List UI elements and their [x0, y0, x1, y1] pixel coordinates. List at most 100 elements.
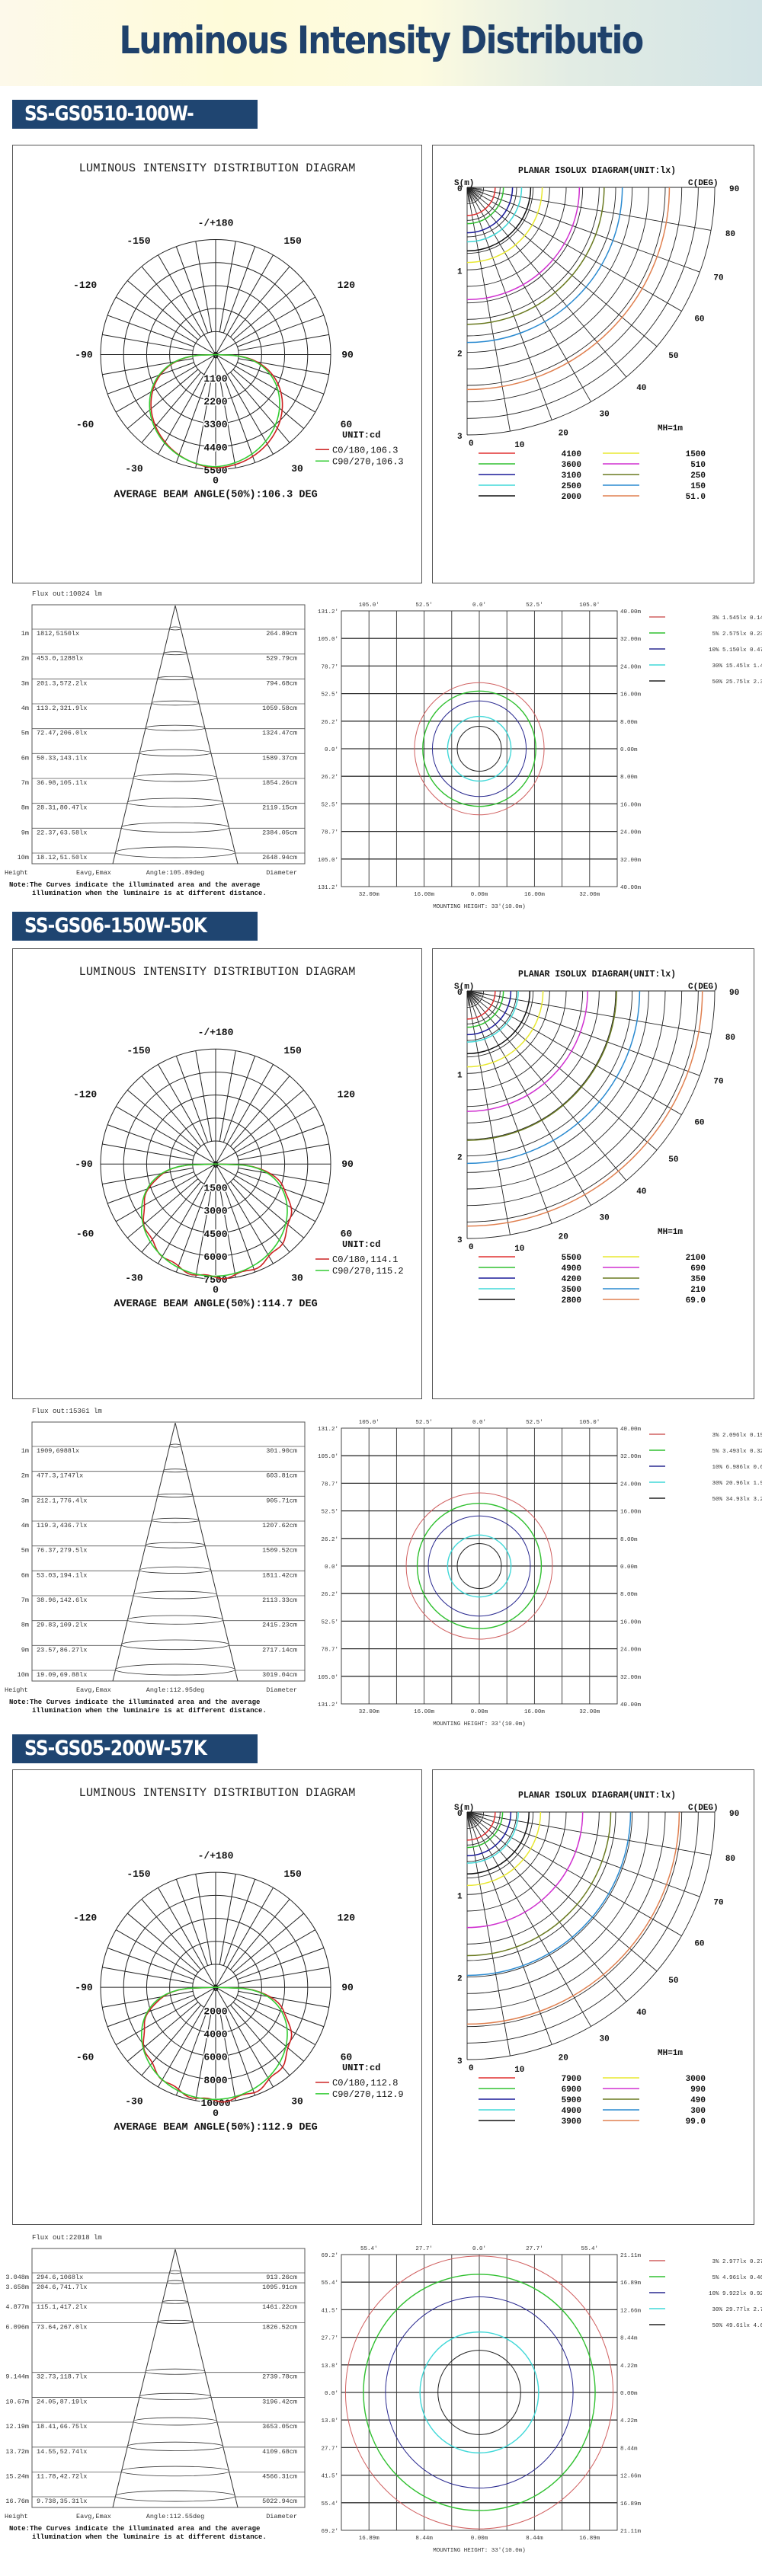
cone-eavg-emax: 294.6,1068lx — [37, 2274, 83, 2281]
cone-height: 2m — [21, 1472, 29, 1480]
beam-angle-label: AVERAGE BEAM ANGLE(50%):114.7 DEG — [114, 1299, 317, 1310]
model-label: SS-GS05-200W-57K — [12, 1734, 258, 1763]
svg-text:55.4': 55.4' — [321, 2501, 338, 2507]
isolux-legend-value: 4100 — [562, 450, 581, 459]
polar-angle-label: 90 — [341, 1982, 354, 1993]
svg-text:0.0': 0.0' — [325, 747, 338, 753]
cone-diameter: 1854.26cm — [262, 779, 297, 787]
svg-text:131.2': 131.2' — [318, 1702, 338, 1708]
cone-panel: Flux out:10024 lm 1m 1812,5150lx 264.89cm 2m… — [0, 588, 312, 916]
svg-text:0.00m: 0.00m — [620, 747, 638, 753]
cone-height: 15.24m — [5, 2472, 29, 2480]
polar-ring-label: 3300 — [203, 419, 227, 430]
note: Note:The Curves indicate the illuminated… — [9, 881, 260, 889]
cone-height: 9m — [21, 1646, 29, 1654]
cone-height: 6.096m — [5, 2323, 29, 2331]
mounting-height: MH=1m — [658, 1228, 683, 1237]
svg-text:16.00m: 16.00m — [620, 802, 642, 808]
grid-panel: 105.0' 52.5' 0.0' 52.5' 105.0' 32.00m 16.00m 0.… — [305, 593, 762, 912]
svg-text:0: 0 — [457, 185, 463, 194]
svg-text:24.00m: 24.00m — [620, 1648, 642, 1654]
grid-mounting-height: MOUNTING HEIGHT: 33'(10.0m) — [433, 904, 526, 910]
isolux-legend-value: 69.0 — [686, 1296, 706, 1306]
polar-angle-label: -150 — [126, 1868, 150, 1880]
mounting-height: MH=1m — [658, 2049, 683, 2058]
cone-eavg-emax: 19.09,69.88lx — [37, 1671, 87, 1679]
mounting-height: MH=1m — [658, 424, 683, 433]
svg-text:24.00m: 24.00m — [620, 830, 642, 836]
cone-eavg-emax: 477.3,1747lx — [37, 1472, 83, 1480]
polar-angle-label: -60 — [76, 1229, 94, 1240]
svg-text:13.8': 13.8' — [321, 2363, 338, 2370]
svg-text:32.00m: 32.00m — [620, 1675, 642, 1681]
polar-chart: LUMINOUS INTENSITY DISTRIBUTION DIAGRAM -… — [73, 1786, 404, 2133]
grid-legend-item: 50% 49.61lx 4.609fc — [712, 2323, 762, 2329]
isolux-legend-value: 2100 — [686, 1254, 706, 1263]
svg-text:8.44m: 8.44m — [526, 2536, 543, 2542]
svg-text:80: 80 — [725, 1034, 735, 1043]
svg-text:16.00m: 16.00m — [620, 1619, 642, 1625]
svg-text:Height: Height — [5, 1686, 28, 1694]
grid-legend-item: 10% 6.986lx 0.649fc — [712, 1465, 762, 1471]
svg-text:8.00m: 8.00m — [620, 775, 638, 781]
polar-angle-label: -60 — [76, 2052, 94, 2063]
polar-angle-label: 0 — [213, 1983, 219, 1994]
cone-eavg-emax: 50.33,143.1lx — [37, 754, 87, 762]
svg-text:32.00m: 32.00m — [620, 637, 642, 643]
polar-chart: LUMINOUS INTENSITY DISTRIBUTION DIAGRAM -… — [73, 965, 404, 1310]
polar-angle-label: 30 — [291, 1273, 303, 1284]
isolux-legend-value: 6900 — [562, 2085, 581, 2095]
cone-height: 7m — [21, 1596, 29, 1604]
svg-text:Eavg,Emax: Eavg,Emax — [76, 2513, 111, 2520]
svg-text:52.5': 52.5' — [526, 602, 543, 609]
svg-text:16.89m: 16.89m — [579, 2536, 600, 2542]
model-name: SS-GS0510-100W-50K — [24, 102, 194, 155]
cone-eavg-emax: 32.73,118.7lx — [37, 2373, 87, 2381]
svg-text:Eavg,Emax: Eavg,Emax — [76, 869, 111, 877]
svg-text:30: 30 — [600, 410, 610, 419]
svg-text:0.0': 0.0' — [472, 1420, 486, 1426]
cone-diameter: 301.90cm — [266, 1447, 297, 1455]
cone-diameter: 2119.15cm — [262, 804, 297, 812]
isolux-legend-value: 3000 — [686, 2075, 706, 2084]
polar-angle-label: 60 — [341, 419, 353, 430]
cone-diameter: 2415.23cm — [262, 1622, 297, 1629]
polar-angle-label: -90 — [75, 1159, 93, 1170]
isolux-panel: PLANAR ISOLUX DIAGRAM(UNIT:lx) S(m) C(DEG)… — [432, 1769, 754, 2225]
svg-text:illumination when the luminair: illumination when the luminaire is at di… — [32, 2533, 267, 2541]
svg-text:105.0': 105.0' — [359, 1420, 379, 1426]
svg-text:27.7': 27.7' — [415, 2246, 433, 2252]
grid-legend-item: 3% 2.977lx 0.2765fc — [712, 2259, 762, 2265]
svg-text:50: 50 — [668, 1155, 678, 1165]
cone-panel: Flux out:22018 lm 3.048m 294.6,1068lx 913.2… — [0, 2232, 312, 2559]
svg-text:50: 50 — [668, 352, 678, 361]
polar-ring-label: 8000 — [203, 2075, 227, 2086]
svg-text:0.00m: 0.00m — [471, 1709, 488, 1715]
svg-text:0.00m: 0.00m — [620, 1564, 638, 1571]
polar-ring-label: 2000 — [203, 2006, 227, 2017]
svg-text:20: 20 — [559, 429, 568, 438]
svg-text:16.89m: 16.89m — [359, 2536, 380, 2542]
isolux-title: PLANAR ISOLUX DIAGRAM(UNIT:lx) — [518, 970, 676, 980]
cone-eavg-emax: 14.55,52.74lx — [37, 2448, 87, 2456]
grid-legend-item: 30% 20.96lx 1.947fc — [712, 1481, 762, 1487]
isolux-legend-value: 2000 — [562, 493, 581, 502]
svg-text:105.0': 105.0' — [318, 1454, 338, 1460]
svg-text:illumination when the luminair: illumination when the luminaire is at di… — [32, 1707, 267, 1715]
cone-height: 5m — [21, 730, 29, 737]
polar-angle-label: 120 — [338, 1089, 356, 1101]
svg-text:26.2': 26.2' — [321, 1537, 338, 1543]
svg-text:90: 90 — [729, 185, 739, 194]
polar-angle-label: 0 — [213, 1284, 219, 1296]
isolux-chart: PLANAR ISOLUX DIAGRAM(UNIT:lx) S(m) C(DEG)… — [454, 1791, 739, 2127]
flux-out: Flux out:15361 lm — [32, 1408, 102, 1415]
cone-eavg-emax: 9.738,35.31lx — [37, 2498, 87, 2505]
page-title: Luminous Intensity Distributio — [119, 18, 645, 62]
polar-angle-label: -150 — [126, 235, 150, 247]
cone-eavg-emax: 201.3,572.2lx — [37, 679, 87, 687]
svg-text:1: 1 — [457, 1071, 463, 1080]
svg-text:52.5': 52.5' — [321, 802, 338, 808]
polar-angle-label: 0 — [213, 1159, 219, 1171]
grid-legend-item: 50% 25.75lx 2.392fc — [712, 679, 762, 686]
polar-angle-label: 0 — [213, 2108, 219, 2119]
